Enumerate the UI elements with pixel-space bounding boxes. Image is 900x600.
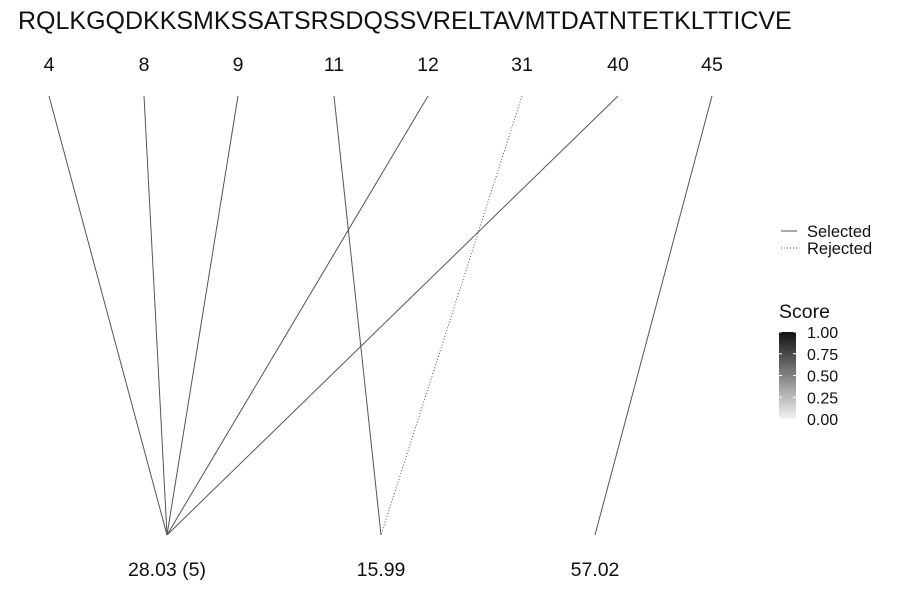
position-label: 11 (324, 54, 344, 76)
legend-selected-label: Selected (807, 223, 871, 241)
score-ticks: 1.00 0.75 0.50 0.25 0.00 (779, 325, 838, 429)
mass-label: 28.03 (5) (128, 559, 206, 581)
position-label: 8 (139, 54, 150, 76)
position-label: 45 (701, 54, 723, 76)
linetype-legend: Selected Rejected (781, 223, 872, 258)
position-label: 31 (511, 54, 533, 76)
selected-link (143, 95, 168, 536)
selected-link (166, 95, 239, 536)
score-legend-title: Score (779, 301, 830, 323)
selected-link (333, 95, 382, 536)
position-label: 9 (233, 54, 244, 76)
position-label: 4 (44, 54, 55, 76)
rejected-link (380, 95, 523, 536)
mass-label: 57.02 (571, 559, 620, 581)
selected-link (166, 95, 429, 536)
score-tick-label: 1.00 (807, 325, 838, 342)
score-tick-label: 0.25 (807, 390, 838, 407)
score-tick-label: 0.00 (807, 412, 838, 429)
score-tick-label: 0.50 (807, 369, 838, 386)
selected-link (48, 95, 168, 536)
score-legend: Score 1.00 0.75 0.50 0.25 0.00 (779, 301, 838, 429)
score-tick-label: 0.75 (807, 347, 838, 364)
selected-link (166, 95, 619, 536)
position-label: 12 (417, 54, 439, 76)
score-colorbar (779, 332, 796, 419)
mass-labels: 28.03 (5) 15.99 57.02 (128, 559, 619, 581)
peptide-sequence: RQLKGQDKKSMKSSATSRSDQSSVRELTAVMTDATNTETK… (18, 7, 792, 35)
selected-link (594, 95, 713, 536)
position-label: 40 (607, 54, 629, 76)
mass-label: 15.99 (357, 559, 406, 581)
position-labels: 4 8 9 11 12 31 40 45 (44, 54, 723, 76)
link-lines (48, 95, 713, 536)
legend-rejected-label: Rejected (807, 240, 872, 258)
